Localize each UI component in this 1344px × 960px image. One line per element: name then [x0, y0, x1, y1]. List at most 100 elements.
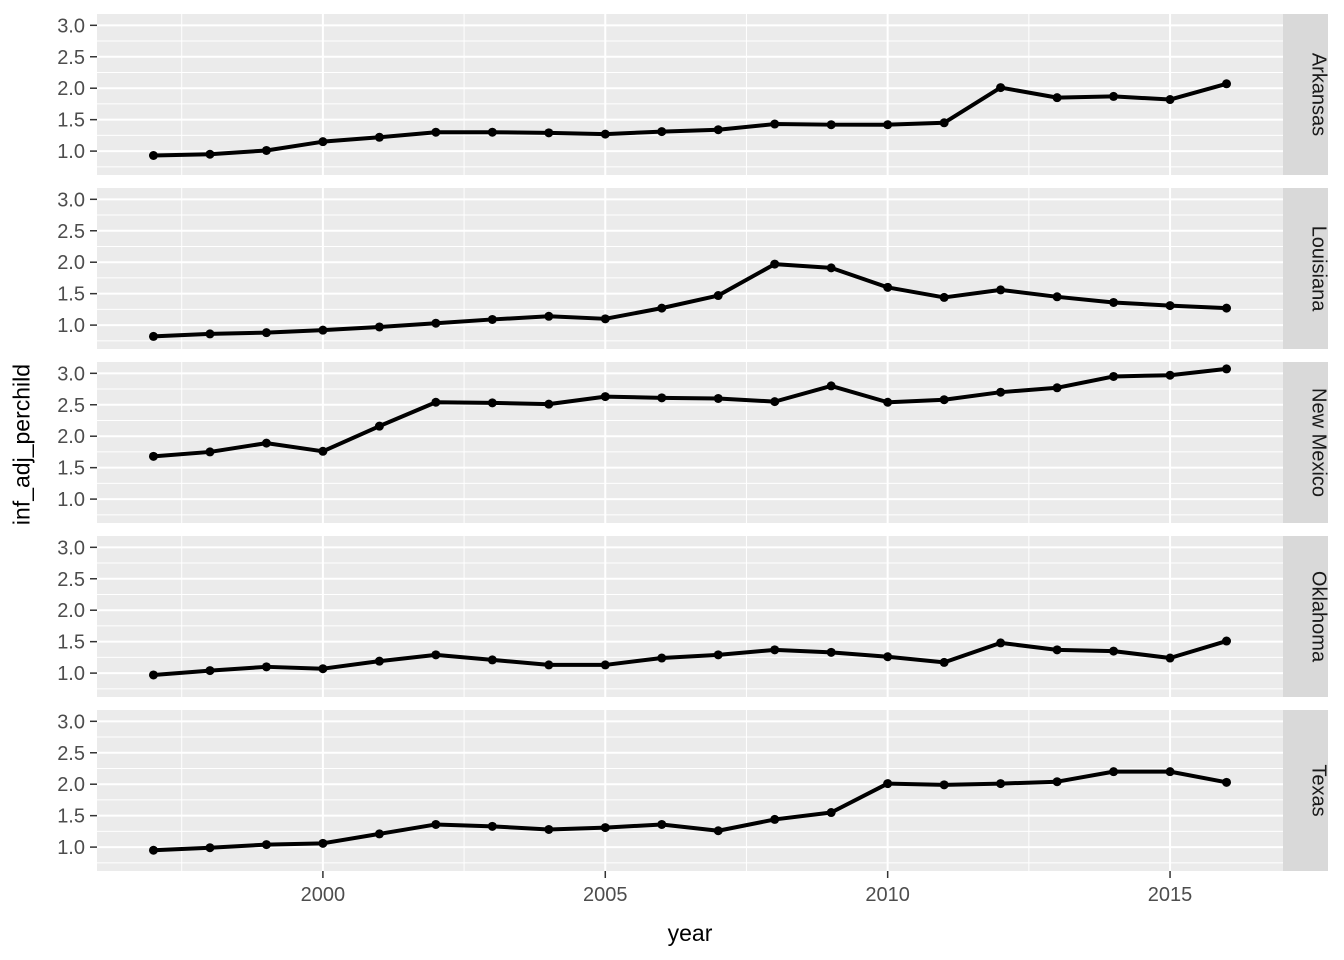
y-tick-label: 1.0 — [57, 663, 85, 685]
data-point — [487, 314, 497, 324]
facet-strip-label: Louisiana — [1308, 226, 1330, 313]
data-point — [374, 421, 384, 431]
data-point — [374, 829, 384, 839]
data-point — [939, 657, 949, 667]
data-point — [939, 292, 949, 302]
data-point — [1165, 95, 1175, 105]
facet-strip — [1283, 188, 1328, 349]
facet-strip — [1283, 362, 1328, 523]
data-point — [600, 129, 610, 139]
data-point — [939, 780, 949, 790]
data-point — [713, 125, 723, 135]
data-point — [826, 263, 836, 273]
data-point — [1222, 364, 1232, 374]
data-point — [431, 650, 441, 660]
data-point — [431, 127, 441, 137]
facet-strip — [1283, 14, 1328, 175]
data-point — [713, 826, 723, 836]
data-point — [1052, 93, 1062, 103]
data-point — [996, 387, 1006, 397]
data-point — [826, 120, 836, 130]
data-point — [148, 331, 158, 341]
data-point — [1052, 645, 1062, 655]
data-point — [318, 838, 328, 848]
data-point — [148, 451, 158, 461]
data-point — [996, 285, 1006, 295]
y-tick-label: 2.0 — [57, 78, 85, 100]
y-tick-label: 3.0 — [57, 363, 85, 385]
facet-strip-label: Texas — [1308, 764, 1330, 816]
data-point — [1109, 767, 1119, 777]
data-point — [487, 398, 497, 408]
data-point — [487, 127, 497, 137]
data-point — [148, 845, 158, 855]
y-tick-label: 2.5 — [57, 569, 85, 591]
data-point — [657, 393, 667, 403]
data-point — [713, 650, 723, 660]
data-point — [261, 145, 271, 155]
data-point — [544, 824, 554, 834]
y-tick-label: 1.0 — [57, 837, 85, 859]
facet-strip-label: New Mexico — [1308, 388, 1330, 497]
data-point — [374, 656, 384, 666]
x-axis-title: year — [667, 920, 713, 946]
y-tick-label: 2.5 — [57, 395, 85, 417]
y-tick-label: 1.5 — [57, 632, 85, 654]
data-line — [151, 769, 1229, 853]
data-line — [151, 366, 1229, 459]
data-point — [600, 392, 610, 402]
facet-strip — [1283, 710, 1328, 871]
data-point — [205, 329, 215, 339]
data-point — [770, 397, 780, 407]
y-tick-label: 2.0 — [57, 600, 85, 622]
y-tick-label: 3.0 — [57, 15, 85, 37]
data-point — [826, 808, 836, 818]
y-tick-label: 1.5 — [57, 284, 85, 306]
data-point — [1052, 292, 1062, 302]
data-point — [261, 840, 271, 850]
data-point — [826, 647, 836, 657]
data-point — [205, 666, 215, 676]
data-point — [261, 438, 271, 448]
y-tick-label: 2.5 — [57, 47, 85, 69]
data-point — [770, 119, 780, 129]
data-point — [205, 843, 215, 853]
data-point — [600, 314, 610, 324]
data-point — [431, 318, 441, 328]
y-tick-label: 1.5 — [57, 458, 85, 480]
data-point — [939, 118, 949, 128]
data-point — [148, 670, 158, 680]
data-point — [1109, 297, 1119, 307]
data-point — [883, 397, 893, 407]
data-point — [883, 282, 893, 292]
y-tick-label: 1.0 — [57, 315, 85, 337]
data-point — [657, 127, 667, 137]
data-point — [713, 393, 723, 403]
x-tick-label: 2005 — [583, 884, 628, 906]
data-point — [487, 821, 497, 831]
data-point — [431, 819, 441, 829]
data-point — [487, 655, 497, 665]
data-point — [148, 151, 158, 161]
data-point — [770, 259, 780, 269]
data-point — [657, 819, 667, 829]
data-point — [1052, 777, 1062, 787]
data-point — [657, 653, 667, 663]
y-tick-label: 2.5 — [57, 221, 85, 243]
data-point — [1222, 777, 1232, 787]
x-tick-label: 2015 — [1148, 884, 1193, 906]
facet-strip-label: Arkansas — [1308, 53, 1330, 136]
data-point — [657, 303, 667, 313]
data-point — [600, 660, 610, 670]
y-tick-label: 1.5 — [57, 806, 85, 828]
data-point — [1165, 653, 1175, 663]
y-tick-label: 3.0 — [57, 711, 85, 733]
data-point — [1165, 767, 1175, 777]
data-point — [261, 662, 271, 672]
data-point — [205, 447, 215, 457]
data-point — [205, 149, 215, 159]
data-point — [600, 823, 610, 833]
data-point — [770, 645, 780, 655]
data-point — [883, 652, 893, 662]
